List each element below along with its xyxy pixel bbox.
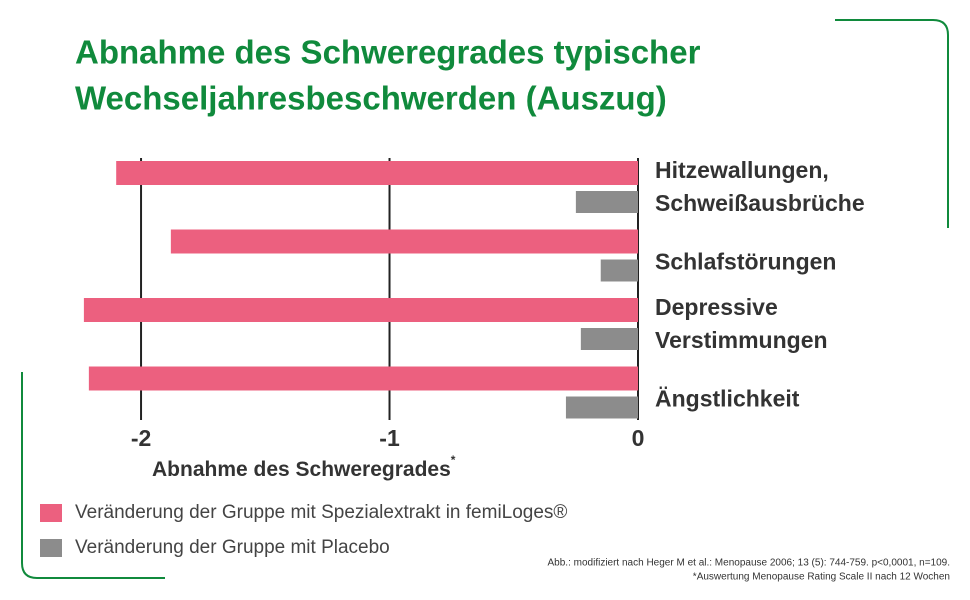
legend-label: Veränderung der Gruppe mit Placebo <box>75 537 390 558</box>
source-note: Abb.: modifiziert nach Heger M et al.: M… <box>548 558 950 569</box>
category-label-line: Schlafstörungen <box>655 249 836 275</box>
x-tick-label: -2 <box>131 425 151 451</box>
bar <box>580 328 638 350</box>
bar <box>170 229 638 254</box>
legend-label: Veränderung der Gruppe mit Spezialextrak… <box>75 502 567 523</box>
bar <box>600 259 638 282</box>
category-label-line: Schweißausbrüche <box>655 190 865 216</box>
corner-decoration <box>21 372 165 579</box>
category-label: Ängstlichkeit <box>655 386 800 412</box>
bar <box>83 298 638 322</box>
chart-title: Wechseljahresbeschwerden (Auszug) <box>75 80 667 117</box>
category-label: Schlafstörungen <box>655 249 836 275</box>
legend-swatch <box>40 539 62 557</box>
category-label-line: Verstimmungen <box>655 327 828 353</box>
x-axis-label: Abnahme des Schweregrades* <box>152 453 456 480</box>
source-note: *Auswertung Menopause Rating Scale II na… <box>693 572 950 583</box>
category-label-line: Hitzewallungen, <box>655 157 829 183</box>
x-axis-label-text: Abnahme des Schweregrades <box>152 458 451 481</box>
category-label-line: Ängstlichkeit <box>655 386 800 412</box>
category-label: Hitzewallungen, Schweißausbrüche <box>655 157 865 216</box>
bar <box>116 161 638 185</box>
legend-swatch <box>40 504 62 522</box>
bar <box>565 396 638 419</box>
category-label: Depressive Verstimmungen <box>655 294 828 353</box>
x-axis-label-note: * <box>451 453 456 467</box>
x-tick-label: 0 <box>632 425 645 451</box>
corner-decoration <box>835 19 949 228</box>
bar <box>575 191 638 213</box>
bar <box>88 366 639 391</box>
chart-title: Abnahme des Schweregrades typischer <box>75 34 701 71</box>
x-tick-label: -1 <box>379 425 400 451</box>
category-label-line: Depressive <box>655 294 778 320</box>
